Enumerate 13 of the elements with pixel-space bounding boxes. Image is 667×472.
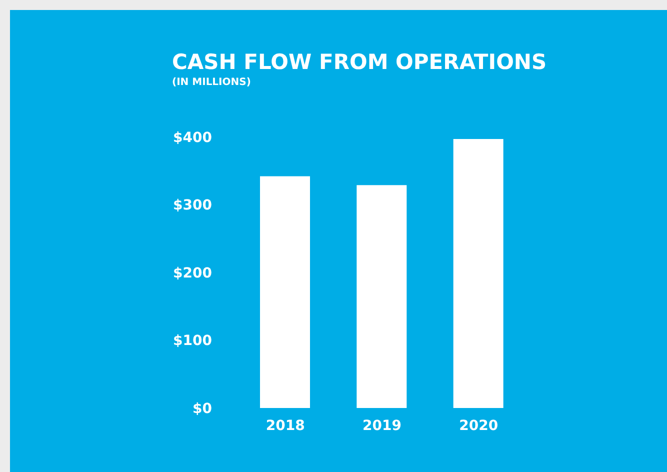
x-tick-label: 2019: [362, 418, 402, 434]
x-tick-label: 2018: [266, 418, 305, 434]
y-tick-label: $200: [173, 265, 212, 282]
bar: [453, 139, 504, 408]
x-tick-label: 2020: [459, 418, 498, 434]
chart-title: CASH FLOW FROM OPERATIONS: [172, 50, 547, 74]
y-tick-label: $0: [192, 400, 212, 417]
y-tick-label: $100: [173, 333, 212, 350]
bar: [356, 185, 407, 408]
chart-subtitle: (IN MILLIONS): [172, 77, 251, 88]
y-tick-label: $300: [173, 198, 212, 214]
bar: [260, 176, 310, 408]
y-tick-label: $400: [173, 130, 212, 146]
